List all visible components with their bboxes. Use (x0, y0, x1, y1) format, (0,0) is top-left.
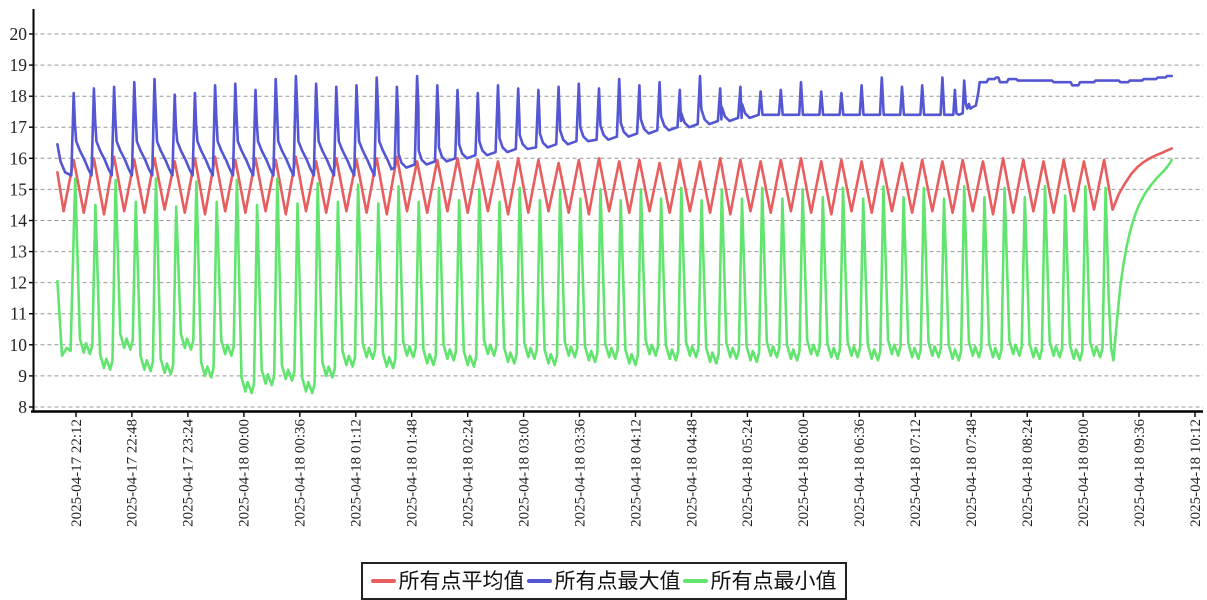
legend-label-min: 所有点最小值 (710, 569, 837, 593)
x-tick-label-14: 2025-04-18 06:36 (852, 419, 868, 527)
max-series-line (56, 74, 1173, 177)
y-tick-label-18: 18 (10, 86, 28, 106)
y-tick-label-11: 11 (10, 304, 27, 324)
min-series-line (56, 158, 1173, 395)
y-tick-label-13: 13 (10, 242, 28, 262)
y-tick-label-14: 14 (10, 210, 28, 230)
y-tick-label-20: 20 (10, 24, 28, 44)
x-tick-label-0: 2025-04-17 22:12 (69, 419, 85, 527)
x-tick-label-19: 2025-04-18 09:36 (1132, 419, 1148, 527)
legend-item-max: 所有点最大值 (526, 566, 681, 596)
x-tick-label-4: 2025-04-18 00:36 (293, 419, 309, 527)
x-tick-label-16: 2025-04-18 07:48 (964, 419, 980, 527)
average-series-marker-icon (370, 579, 396, 583)
y-tick-label-12: 12 (10, 273, 28, 293)
y-tick-label-19: 19 (10, 55, 28, 75)
x-tick-label-10: 2025-04-18 04:12 (628, 419, 644, 527)
x-tick-label-6: 2025-04-18 01:48 (405, 419, 421, 527)
legend-item-min: 所有点最小值 (682, 566, 837, 596)
y-tick-label-15: 15 (10, 179, 28, 199)
y-tick-label-17: 17 (10, 117, 28, 137)
x-tick-label-3: 2025-04-18 00:00 (237, 419, 253, 527)
chart-legend: 所有点平均值 所有点最大值 所有点最小值 (360, 562, 847, 600)
x-tick-label-18: 2025-04-18 09:00 (1076, 419, 1092, 527)
y-tick-label-10: 10 (10, 335, 28, 355)
x-tick-label-2: 2025-04-17 23:24 (181, 419, 197, 527)
x-tick-label-20: 2025-04-18 10:12 (1188, 419, 1204, 527)
max-series-marker-icon (526, 579, 552, 583)
x-tick-label-7: 2025-04-18 02:24 (461, 419, 477, 527)
x-tick-label-11: 2025-04-18 04:48 (684, 419, 700, 527)
y-tick-label-9: 9 (18, 366, 27, 386)
x-tick-label-17: 2025-04-18 08:24 (1020, 419, 1036, 527)
x-tick-label-1: 2025-04-17 22:48 (125, 419, 141, 527)
average-series-line (56, 147, 1173, 216)
legend-label-average: 所有点平均值 (398, 569, 525, 593)
legend-item-average: 所有点平均值 (370, 566, 525, 596)
x-tick-label-15: 2025-04-18 07:12 (908, 419, 924, 527)
x-tick-label-8: 2025-04-18 03:00 (516, 419, 532, 527)
x-tick-label-5: 2025-04-18 01:12 (349, 419, 365, 527)
y-tick-label-16: 16 (10, 148, 28, 168)
x-tick-label-9: 2025-04-18 03:36 (572, 419, 588, 527)
min-series-marker-icon (682, 579, 708, 583)
legend-label-max: 所有点最大值 (554, 569, 681, 593)
x-tick-label-13: 2025-04-18 06:00 (796, 419, 812, 527)
x-tick-label-12: 2025-04-18 05:24 (740, 419, 756, 527)
y-tick-label-8: 8 (18, 397, 27, 417)
